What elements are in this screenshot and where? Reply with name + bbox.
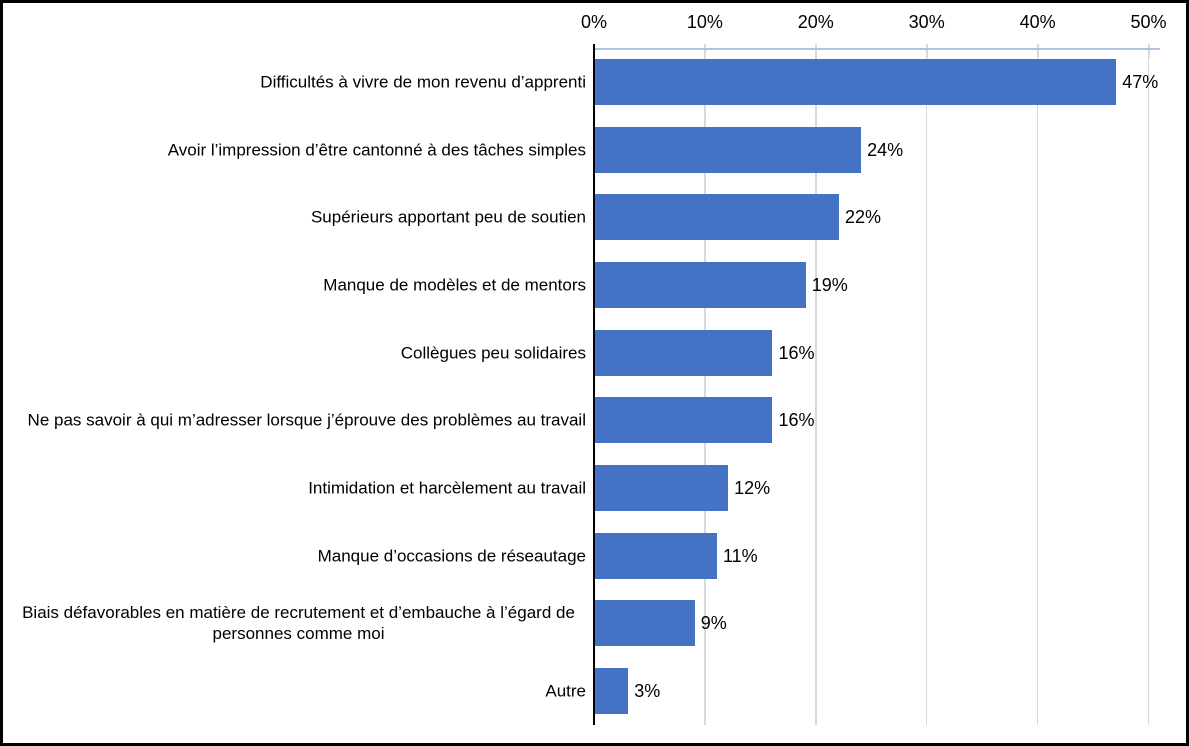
value-label: 11%	[722, 545, 758, 566]
category-axis-line	[593, 44, 595, 725]
category-label-text: Avoir l’impression d’être cantonné à des…	[167, 140, 586, 160]
bar	[595, 126, 862, 173]
value-label: 19%	[811, 274, 848, 295]
x-axis-tick-label: 50%	[1130, 12, 1167, 32]
x-axis-tick-label: 0%	[580, 12, 608, 32]
category-label: Intimidation et harcèlement au travail	[11, 478, 586, 499]
category-label-text: Autre	[545, 681, 586, 701]
value-label: 24%	[867, 139, 904, 160]
bar	[595, 532, 717, 579]
bar-chart-plot-area: 0% 10% 20% 30% 40% 50% Difficultés à vivre de …	[3, 3, 1186, 743]
category-label: Manque d’occasions de réseautage	[11, 545, 586, 566]
category-label-text: Collègues peu solidaires	[400, 343, 586, 363]
gridline	[1147, 48, 1150, 725]
gridline	[815, 48, 817, 725]
value-label: 47%	[1122, 71, 1159, 92]
category-label: Biais défavorables en matière de recrute…	[11, 602, 586, 644]
value-label: 16%	[778, 410, 815, 431]
bar	[595, 261, 806, 308]
axis-tick	[925, 44, 928, 58]
category-label: Supérieurs apportant peu de soutien	[11, 207, 586, 228]
bar	[595, 465, 729, 512]
bar	[595, 329, 773, 376]
bar	[595, 397, 773, 444]
bar	[595, 194, 839, 241]
category-label: Difficultés à vivre de mon revenu d’appr…	[11, 71, 586, 92]
axis-tick	[703, 44, 706, 58]
category-label-text: Ne pas savoir à qui m’adresser lorsque j…	[27, 410, 586, 430]
x-axis-tick-label: 30%	[908, 12, 945, 32]
category-label-text: Supérieurs apportant peu de soutien	[310, 207, 586, 227]
category-label: Collègues peu solidaires	[11, 342, 586, 363]
category-label-text: Difficultés à vivre de mon revenu d’appr…	[260, 72, 586, 92]
x-axis-tick-label: 40%	[1019, 12, 1056, 32]
gridline	[1036, 48, 1039, 725]
category-label: Autre	[11, 681, 586, 702]
axis-tick	[1036, 44, 1039, 58]
category-label-text: Intimidation et harcèlement au travail	[308, 478, 586, 498]
category-label: Manque de modèles et de mentors	[11, 274, 586, 295]
axis-tick	[1147, 44, 1150, 58]
gridline	[925, 48, 928, 725]
value-axis-line	[594, 48, 1160, 50]
value-label: 9%	[700, 613, 727, 634]
bar	[595, 668, 629, 715]
value-label: 22%	[844, 207, 881, 228]
x-axis-tick-label: 20%	[797, 12, 834, 32]
bar	[595, 600, 695, 647]
value-label: 12%	[734, 478, 771, 499]
category-label-text: Manque d’occasions de réseautage	[317, 546, 586, 566]
gridline	[704, 48, 706, 725]
bar	[595, 58, 1117, 105]
category-label-text: Biais défavorables en matière de recrute…	[22, 603, 575, 644]
value-label: 16%	[778, 342, 815, 363]
x-axis-tick-label: 10%	[686, 12, 723, 32]
category-label-text: Manque de modèles et de mentors	[323, 275, 586, 295]
axis-tick	[814, 44, 817, 58]
value-label: 3%	[634, 681, 661, 702]
category-label: Avoir l’impression d’être cantonné à des…	[11, 139, 586, 160]
category-label: Ne pas savoir à qui m’adresser lorsque j…	[11, 410, 586, 431]
